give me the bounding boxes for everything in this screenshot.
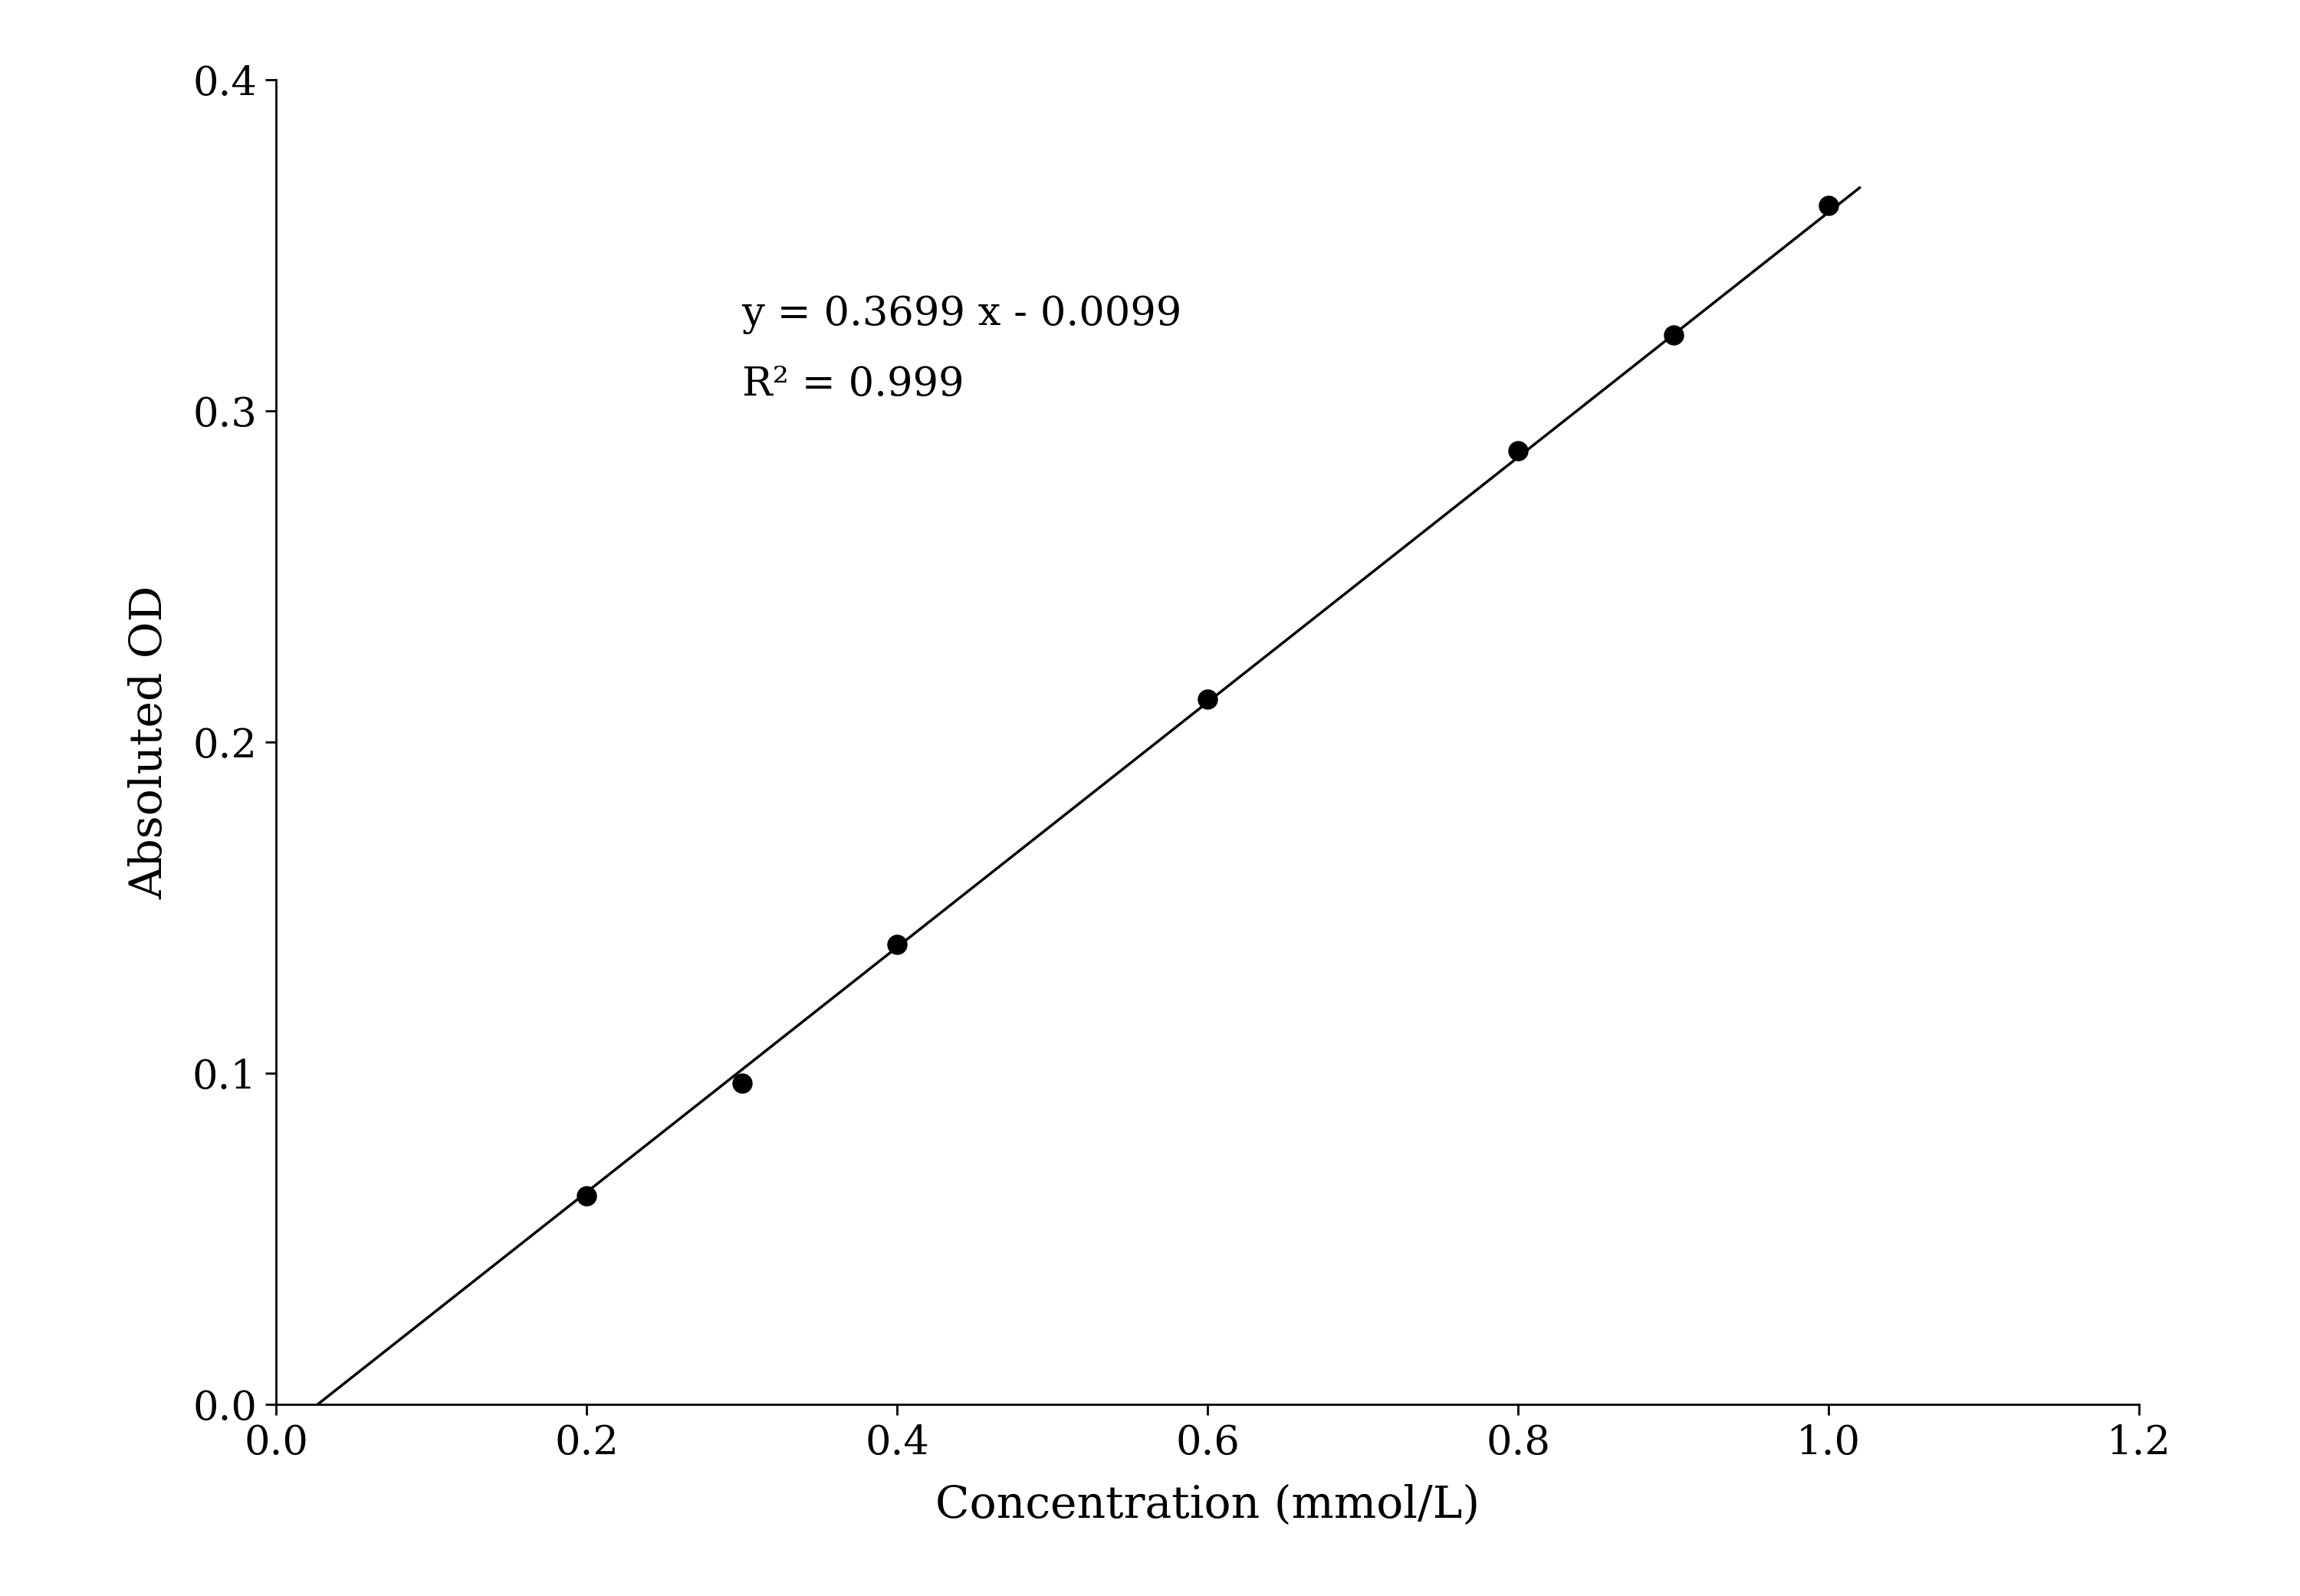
X-axis label: Concentration (mmol/L): Concentration (mmol/L) (936, 1484, 1479, 1527)
Point (722, 1071, 759, 1096)
Point (1810, 193, 1847, 219)
Point (1654, 322, 1691, 348)
Y-axis label: Absoluted OD: Absoluted OD (129, 586, 170, 899)
Point (1189, 686, 1226, 712)
Point (1500, 437, 1536, 463)
Point (568, 1183, 605, 1208)
Point (879, 932, 915, 958)
Text: y = 0.3699 x - 0.0099
R² = 0.999: y = 0.3699 x - 0.0099 R² = 0.999 (741, 295, 1182, 404)
